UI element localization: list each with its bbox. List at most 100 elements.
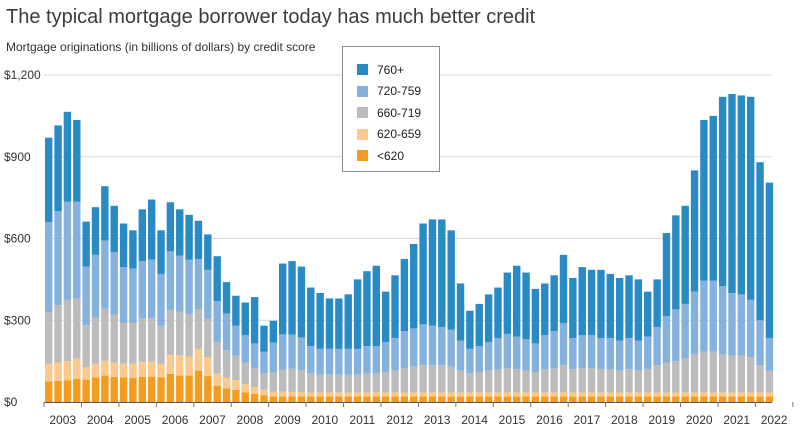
bar-segment — [634, 340, 643, 371]
bar-segment — [653, 327, 661, 366]
bar-segment — [559, 322, 568, 366]
bar-segment — [737, 396, 746, 402]
bar-segment — [82, 221, 90, 267]
bar-segment — [381, 342, 390, 373]
bar-segment — [410, 396, 418, 402]
bar-segment — [747, 357, 755, 393]
bar-segment — [166, 309, 175, 355]
bar-segment — [204, 318, 212, 358]
bar-segment — [690, 170, 699, 292]
bar-segment — [690, 392, 699, 397]
bar-segment — [279, 396, 287, 402]
bar-segment — [503, 367, 512, 393]
bar-segment — [119, 322, 128, 364]
bar-segment — [541, 283, 549, 336]
bar-segment — [484, 370, 493, 393]
bar-segment — [344, 294, 352, 349]
bar-segment — [110, 205, 118, 253]
bar-segment — [550, 367, 558, 393]
bar-segment — [672, 361, 680, 393]
bar-segment — [213, 301, 221, 343]
bar-segment — [410, 392, 418, 397]
bar-segment — [194, 370, 203, 402]
bar-segment — [456, 283, 465, 341]
bar-segment — [325, 374, 334, 393]
bar-segment — [718, 392, 727, 397]
bar-segment — [372, 265, 380, 347]
legend-label: 620-659 — [377, 127, 422, 142]
bar-segment — [363, 346, 371, 374]
bar-segment — [756, 365, 764, 393]
bar-segment — [578, 267, 586, 336]
bar-segment — [456, 392, 465, 397]
legend-label: 660-719 — [377, 105, 422, 120]
bar-segment — [513, 392, 521, 397]
bar-segment — [73, 298, 81, 359]
legend-swatch — [357, 64, 368, 76]
bar-segment — [653, 392, 661, 397]
bar-segment — [194, 348, 203, 371]
bar-segment — [372, 373, 380, 393]
legend-swatch — [357, 128, 368, 140]
bar-segment — [615, 340, 624, 371]
bar-segment — [615, 392, 624, 397]
bar-segment — [129, 268, 137, 323]
bar-segment — [718, 96, 727, 287]
bar-segment — [456, 370, 465, 393]
bar-segment — [250, 393, 259, 402]
bar-segment — [241, 362, 249, 385]
bar-segment — [316, 348, 324, 375]
bar-segment — [63, 111, 72, 202]
bar-segment — [587, 269, 596, 336]
bar-segment — [157, 325, 165, 364]
bar-segment — [232, 295, 240, 326]
bar-segment — [250, 387, 259, 394]
bar-segment — [101, 375, 109, 402]
bar-segment — [728, 293, 736, 356]
bar-segment — [250, 343, 259, 368]
bar-segment — [503, 333, 512, 368]
bar-segment — [728, 355, 736, 393]
bar-segment — [250, 297, 259, 344]
bar-segment — [325, 298, 334, 349]
bar-segment — [45, 381, 53, 402]
x-tick-label: 2004 — [87, 413, 114, 427]
x-tick-label: 2017 — [574, 413, 601, 427]
bar-segment — [381, 396, 390, 402]
bar-segment — [54, 362, 62, 382]
bar-segment — [82, 325, 90, 368]
bar-segment — [325, 396, 334, 402]
legend-item: 620-659 — [357, 124, 439, 146]
bar-segment — [494, 369, 502, 393]
bar-segment — [475, 303, 483, 347]
bar-segment — [456, 340, 465, 371]
bar-segment — [344, 396, 352, 402]
bar-segment — [91, 254, 100, 318]
bar-segment — [475, 392, 483, 397]
bar-segment — [119, 223, 128, 268]
chart-title: The typical mortgage borrower today has … — [6, 6, 536, 28]
bar-segment — [91, 207, 100, 255]
bar-segment — [531, 372, 540, 393]
bar-segment — [625, 275, 633, 338]
bar-segment — [363, 392, 371, 397]
bar-segment — [185, 375, 193, 402]
bar-segment — [606, 369, 614, 393]
bar-segment — [737, 355, 746, 393]
bar-segment — [73, 201, 81, 299]
legend-label: 720-759 — [377, 84, 422, 99]
bar-segment — [391, 337, 399, 371]
bar-segment — [747, 299, 755, 358]
bar-segment — [157, 273, 165, 326]
bar-segment — [260, 389, 268, 396]
y-tick-label: $300 — [4, 313, 31, 327]
bar-segment — [316, 293, 324, 349]
bar-segment — [756, 396, 764, 402]
bar-segment — [288, 391, 296, 397]
bar-segment — [166, 354, 175, 374]
bar-segment — [484, 396, 493, 402]
bar-segment — [307, 373, 315, 393]
legend-item: 720-759 — [357, 81, 439, 103]
bar-segment — [447, 366, 455, 393]
